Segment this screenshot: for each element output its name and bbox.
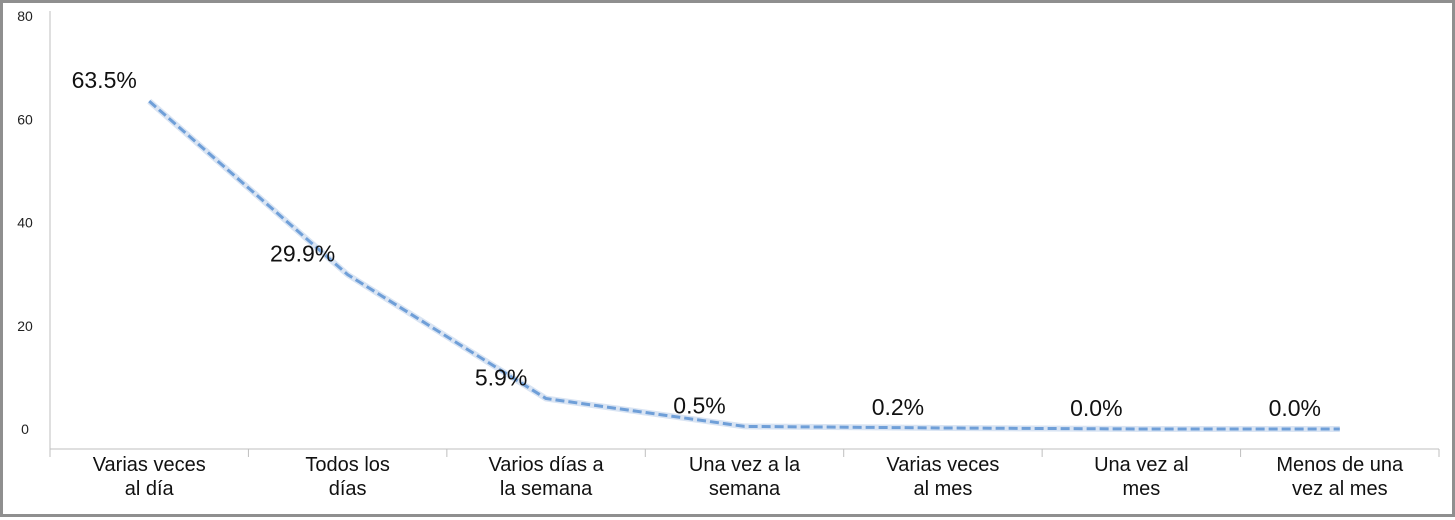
y-tick-label: 40 bbox=[17, 215, 33, 231]
y-tick-label: 60 bbox=[17, 111, 33, 127]
y-tick-label: 0 bbox=[21, 421, 29, 437]
y-tick-label: 80 bbox=[17, 8, 33, 24]
data-label: 5.9% bbox=[475, 365, 527, 391]
data-label: 0.0% bbox=[1070, 395, 1122, 421]
data-label: 0.5% bbox=[673, 392, 725, 418]
data-label: 63.5% bbox=[72, 67, 137, 93]
data-label: 29.9% bbox=[270, 241, 335, 267]
data-label: 0.2% bbox=[872, 394, 924, 420]
y-tick-label: 20 bbox=[17, 318, 33, 334]
data-label: 0.0% bbox=[1269, 395, 1321, 421]
